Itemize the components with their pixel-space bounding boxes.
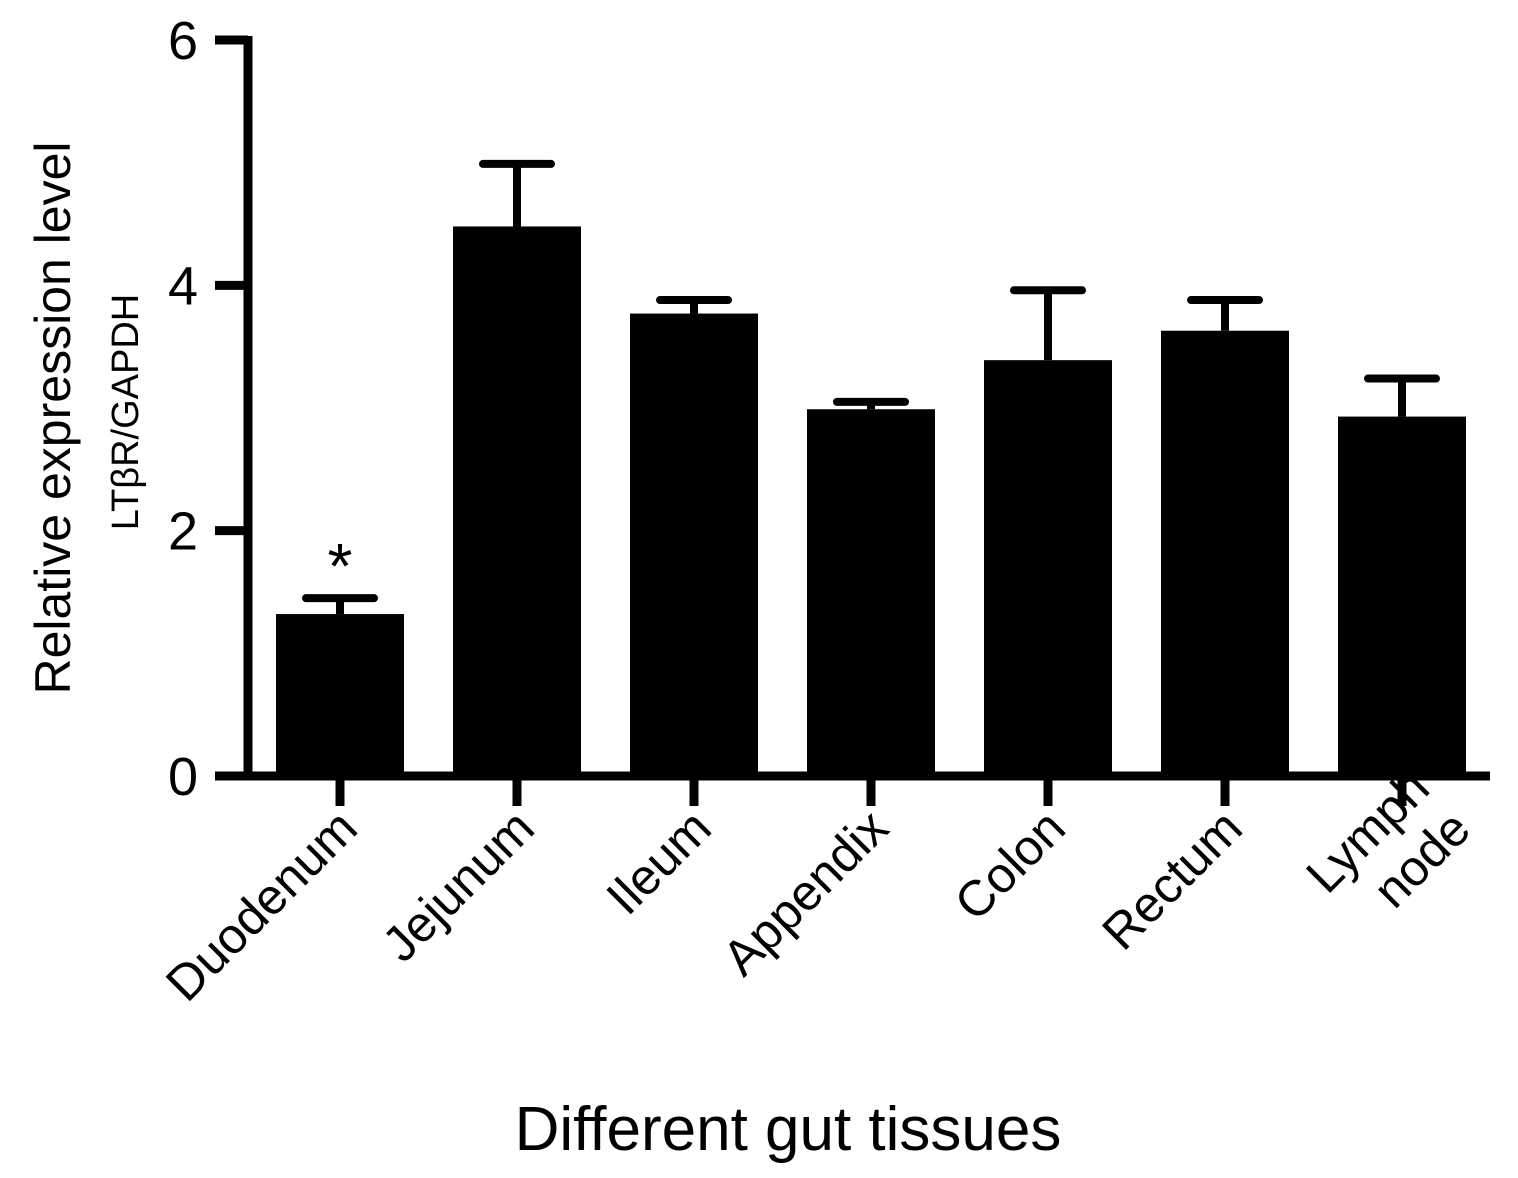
error-bars-group — [302, 159, 1440, 615]
bars-group — [276, 226, 1466, 776]
y-tick-label: 2 — [168, 502, 198, 562]
x-tick-label: Duodenum — [155, 799, 368, 1012]
bar — [453, 226, 581, 776]
x-axis-label: Different gut tissues — [515, 1095, 1062, 1164]
x-tick-label: Jejunum — [372, 799, 545, 972]
x-tick-label: Colon — [944, 799, 1076, 931]
significance-marker: * — [328, 530, 353, 602]
y-tick-label: 4 — [168, 256, 198, 316]
y-axis-sublabel: LTβR/GAPDH — [105, 294, 147, 531]
y-tick-label: 0 — [168, 747, 198, 807]
bar — [984, 360, 1112, 776]
annotations-group: * — [328, 530, 353, 602]
axes-group — [215, 35, 1490, 806]
y-tick-label: 6 — [168, 11, 198, 71]
bar — [1338, 416, 1466, 776]
x-tick-label: Appendix — [712, 799, 899, 986]
bar — [276, 614, 404, 776]
x-tick-label: Ileum — [596, 799, 722, 925]
bar — [630, 313, 758, 776]
x-tick-label: Lymphnode — [1295, 759, 1480, 944]
y-axis-label: Relative expression level — [25, 141, 81, 694]
bar — [1161, 330, 1289, 776]
bar — [807, 409, 935, 776]
x-tick-label: Rectum — [1091, 799, 1252, 960]
